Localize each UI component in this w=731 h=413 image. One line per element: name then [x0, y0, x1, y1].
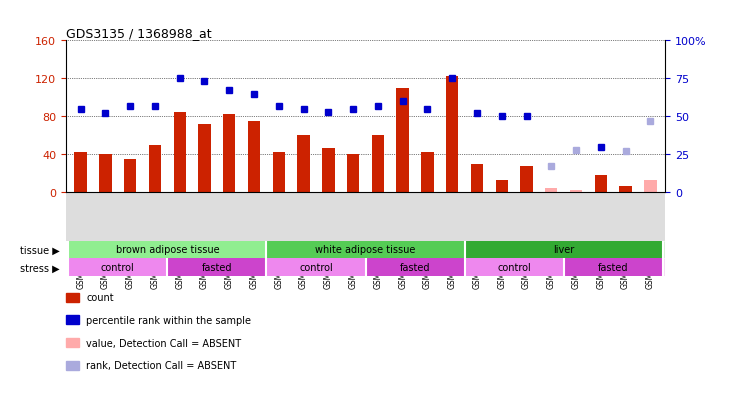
- Bar: [68, 241, 266, 259]
- Text: control: control: [497, 263, 531, 273]
- Text: control: control: [101, 263, 135, 273]
- Bar: [545, 189, 558, 193]
- Bar: [594, 176, 607, 193]
- Text: fasted: fasted: [202, 263, 232, 273]
- Text: white adipose tissue: white adipose tissue: [315, 245, 416, 255]
- Bar: [371, 136, 384, 193]
- Bar: [471, 164, 483, 193]
- Text: percentile rank within the sample: percentile rank within the sample: [86, 315, 251, 325]
- Bar: [396, 89, 409, 193]
- Bar: [223, 115, 235, 193]
- Bar: [273, 153, 285, 193]
- Bar: [347, 155, 360, 193]
- Text: fasted: fasted: [598, 263, 629, 273]
- Bar: [644, 180, 656, 193]
- Text: control: control: [299, 263, 333, 273]
- Bar: [366, 259, 465, 277]
- Bar: [446, 77, 458, 193]
- Bar: [619, 186, 632, 193]
- Text: GDS3135 / 1368988_at: GDS3135 / 1368988_at: [66, 27, 211, 40]
- Bar: [298, 136, 310, 193]
- Text: liver: liver: [553, 245, 575, 255]
- Bar: [266, 259, 366, 277]
- Bar: [465, 259, 564, 277]
- Bar: [570, 191, 582, 193]
- Bar: [266, 241, 465, 259]
- Text: stress ▶: stress ▶: [20, 263, 60, 273]
- Text: count: count: [86, 292, 114, 302]
- Bar: [75, 153, 87, 193]
- Bar: [173, 112, 186, 193]
- Bar: [520, 166, 533, 193]
- Bar: [248, 122, 260, 193]
- Bar: [167, 259, 266, 277]
- Bar: [421, 153, 433, 193]
- Bar: [465, 241, 663, 259]
- Bar: [322, 148, 335, 193]
- Bar: [198, 125, 211, 193]
- Bar: [99, 155, 112, 193]
- Text: value, Detection Call = ABSENT: value, Detection Call = ABSENT: [86, 338, 241, 348]
- Bar: [496, 180, 508, 193]
- Bar: [124, 159, 137, 193]
- Text: tissue ▶: tissue ▶: [20, 245, 60, 255]
- Bar: [68, 259, 167, 277]
- Text: fasted: fasted: [400, 263, 431, 273]
- Bar: [149, 145, 161, 193]
- Text: rank, Detection Call = ABSENT: rank, Detection Call = ABSENT: [86, 361, 237, 370]
- Text: brown adipose tissue: brown adipose tissue: [115, 245, 219, 255]
- Bar: [564, 259, 663, 277]
